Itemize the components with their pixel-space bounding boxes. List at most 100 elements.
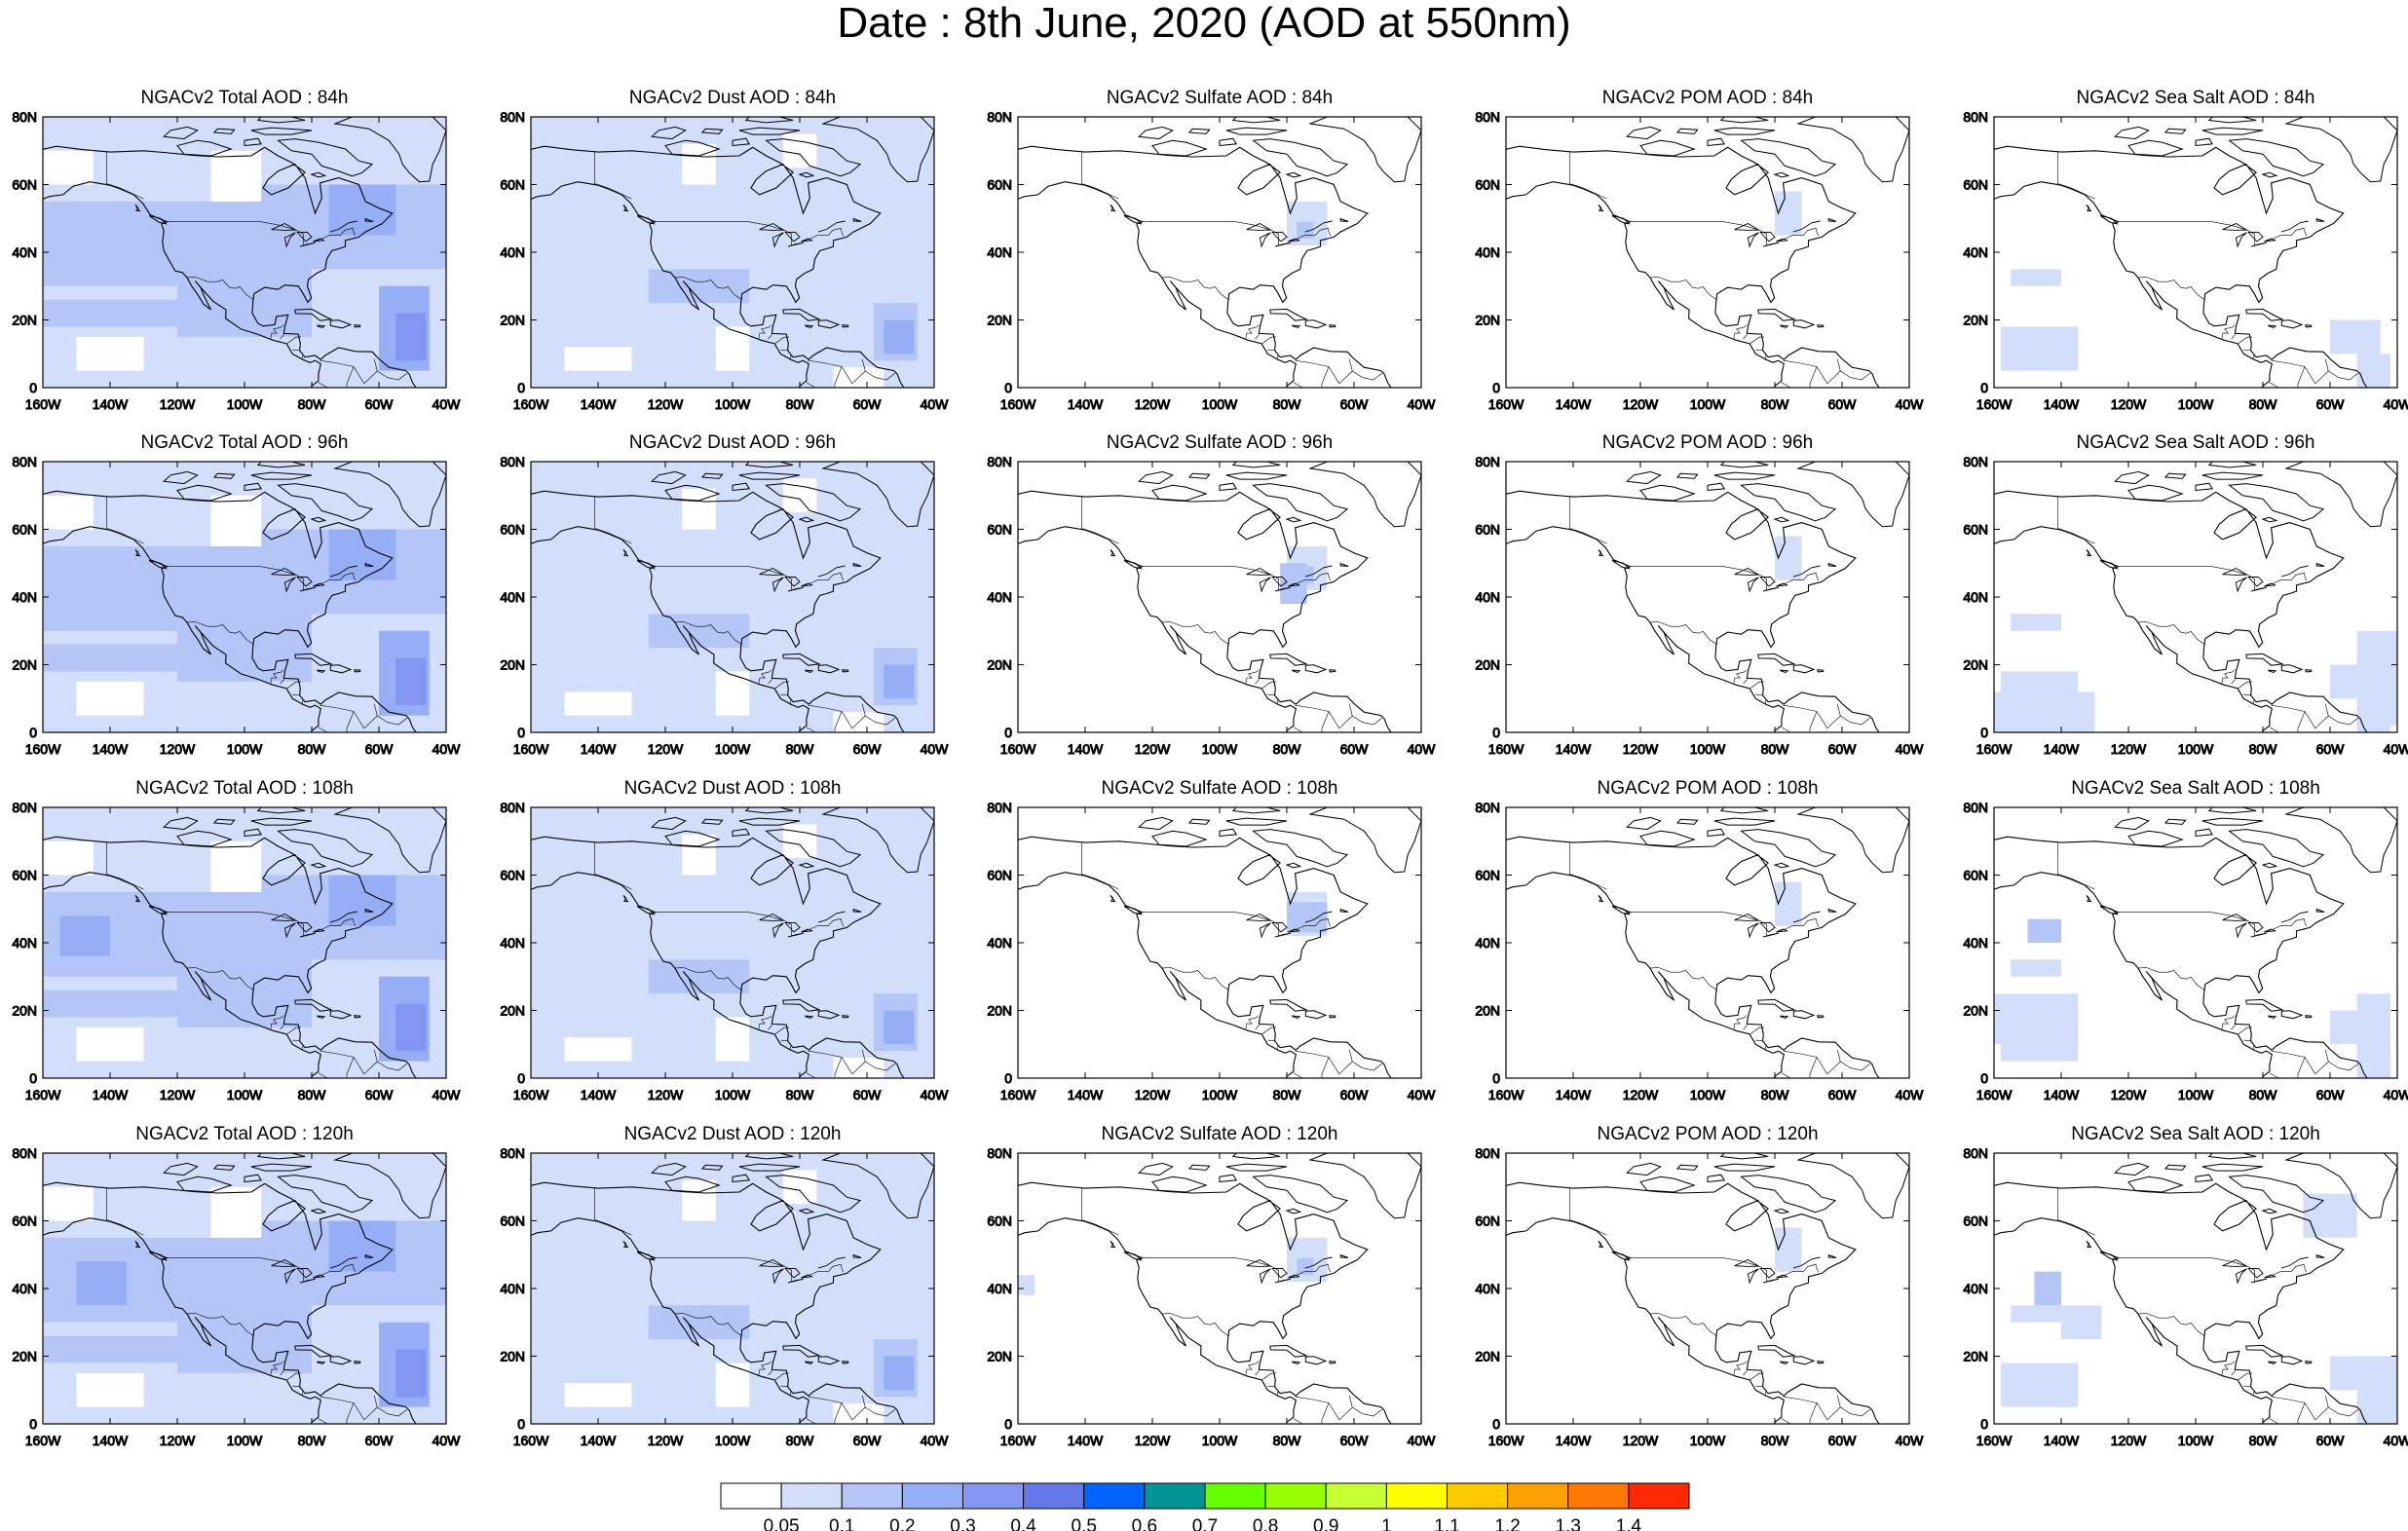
x-tick-label: 60W [853, 741, 883, 757]
colorbar-swatch [1385, 1482, 1448, 1510]
x-tick-label: 160W [25, 1433, 61, 1448]
colorbar-label: 1 [1381, 1516, 1392, 1531]
map-plot: 160W 140W 120W 100W 80W 60W 40W 80N 60N 40N 20N 0 [12, 454, 462, 758]
x-tick-label: 160W [25, 396, 61, 412]
x-tick-label: 60W [1340, 741, 1370, 757]
map-plot: 160W 140W 120W 100W 80W 60W 40W 80N 60N 40N 20N 0 [12, 800, 462, 1103]
y-tick-label: 40N [1963, 244, 1988, 260]
aod-shading [2000, 269, 2391, 388]
x-tick-label: 80W [298, 1087, 327, 1102]
x-tick-label: 120W [648, 1433, 684, 1448]
panel-title: NGACv2 Sulfate AOD : 120h [1101, 1124, 1338, 1144]
x-tick-label: 60W [365, 741, 395, 757]
y-tick-label: 20N [1963, 657, 1988, 673]
x-tick-label: 160W [513, 1087, 549, 1102]
x-tick-label: 120W [1135, 1433, 1171, 1448]
panel-title: NGACv2 Total AOD : 108h [135, 778, 354, 799]
map-plot: 160W 140W 120W 100W 80W 60W 40W 80N 60N 40N 20N 0 [1475, 454, 1925, 758]
map-plot: 160W 140W 120W 100W 80W 60W 40W 80N 60N 40N 20N 0 [12, 1145, 462, 1449]
aod-shading [1994, 918, 2391, 1078]
map-panel: NGACv2 Sulfate AOD : 120h 160W 140W 120W 100… [987, 1124, 1505, 1475]
y-tick-label: 0 [1004, 1416, 1012, 1432]
y-tick-label: 80N [12, 1145, 37, 1161]
colorbar-label: 1.4 [1616, 1516, 1642, 1531]
x-tick-label: 120W [160, 396, 196, 412]
map-plot: 160W 140W 120W 100W 80W 60W 40W 80N 60N 40N 20N 0 [1475, 1145, 1925, 1449]
x-tick-label: 40W [433, 1433, 462, 1448]
x-tick-label: 160W [1488, 396, 1524, 412]
y-tick-label: 60N [987, 177, 1012, 193]
map-plot: 160W 140W 120W 100W 80W 60W 40W 80N 60N 40N 20N 0 [500, 109, 950, 413]
coastlines [1994, 117, 2397, 388]
panel-title: NGACv2 Sea Salt AOD : 84h [2076, 88, 2315, 108]
x-tick-label: 120W [648, 741, 684, 757]
y-tick-label: 20N [987, 1349, 1012, 1364]
aod-shading [43, 117, 446, 388]
x-tick-label: 80W [1761, 741, 1790, 757]
x-tick-label: 160W [513, 396, 549, 412]
panel-title: NGACv2 Dust AOD : 84h [628, 88, 837, 108]
x-tick-label: 120W [2111, 1433, 2147, 1448]
y-tick-label: 20N [1963, 1003, 1988, 1019]
panel-title: NGACv2 Sea Salt AOD : 120h [2071, 1124, 2320, 1144]
x-tick-label: 100W [227, 396, 263, 412]
y-tick-label: 60N [1475, 522, 1500, 538]
x-tick-label: 80W [786, 741, 815, 757]
colorbar-swatch [780, 1482, 843, 1510]
x-tick-label: 120W [2111, 396, 2147, 412]
aod-shading [1775, 536, 1802, 580]
map-panel: NGACv2 POM AOD : 84h 160W 140W 120W 100W 80W 6… [1475, 88, 1993, 438]
coastlines [531, 117, 934, 388]
x-tick-label: 100W [2178, 1087, 2214, 1102]
coastlines [531, 807, 934, 1078]
x-tick-label: 140W [1556, 1433, 1592, 1448]
x-tick-label: 40W [1408, 1087, 1437, 1102]
x-tick-label: 100W [1202, 1433, 1238, 1448]
y-tick-label: 20N [500, 1349, 525, 1364]
colorbar-swatch [1023, 1482, 1085, 1510]
panel-title: NGACv2 Sulfate AOD : 108h [1101, 778, 1338, 799]
x-tick-label: 160W [1976, 741, 2013, 757]
map-plot: 160W 140W 120W 100W 80W 60W 40W 80N 60N 40N 20N 0 [12, 109, 462, 413]
colorbar-label: 1.2 [1494, 1516, 1520, 1531]
y-tick-label: 60N [987, 1214, 1012, 1229]
x-tick-label: 40W [1408, 1433, 1437, 1448]
colorbar-label: 0.05 [764, 1516, 800, 1531]
x-tick-label: 100W [227, 741, 263, 757]
colorbar-label: 0.2 [889, 1516, 915, 1531]
x-tick-label: 60W [853, 396, 883, 412]
x-tick-label: 120W [1623, 1433, 1659, 1448]
colorbar-label: 0.9 [1313, 1516, 1338, 1531]
x-tick-label: 40W [921, 1433, 950, 1448]
x-tick-label: 140W [1068, 741, 1104, 757]
panel-title: NGACv2 Sea Salt AOD : 108h [2071, 778, 2320, 799]
coastlines [1018, 807, 1421, 1078]
colorbar-label: 0.5 [1072, 1516, 1097, 1531]
y-tick-label: 60N [500, 868, 525, 883]
colorbar-swatch [901, 1482, 963, 1510]
x-tick-label: 60W [1340, 1433, 1370, 1448]
y-tick-label: 20N [1963, 313, 1988, 328]
y-tick-label: 40N [1963, 589, 1988, 605]
x-tick-label: 140W [1068, 1433, 1104, 1448]
map-panel: NGACv2 Dust AOD : 120h 160W 140W 120W 100W 80… [500, 1124, 1018, 1475]
y-tick-label: 0 [1980, 725, 1988, 740]
x-tick-label: 140W [93, 1433, 129, 1448]
map-panel: NGACv2 POM AOD : 120h 160W 140W 120W 100W 80W… [1475, 1124, 1993, 1475]
aod-shading [1994, 614, 2397, 732]
y-tick-label: 40N [12, 589, 37, 605]
aod-shading [1775, 1227, 1802, 1272]
x-tick-label: 140W [93, 741, 129, 757]
page-title: Date : 8th June, 2020 (AOD at 550nm) [837, 0, 1571, 47]
x-tick-label: 100W [1202, 396, 1238, 412]
x-tick-label: 40W [921, 1087, 950, 1102]
x-tick-label: 80W [1761, 396, 1790, 412]
y-tick-label: 0 [1492, 1416, 1500, 1432]
y-tick-label: 60N [12, 177, 37, 193]
map-plot: 160W 140W 120W 100W 80W 60W 40W 80N 60N 40N 20N 0 [500, 454, 950, 758]
x-tick-label: 120W [648, 396, 684, 412]
map-panel: NGACv2 Sea Salt AOD : 108h 160W 140W 120W 10… [1963, 778, 2408, 1129]
y-tick-label: 80N [500, 800, 525, 815]
colorbar-label: 0.7 [1192, 1516, 1218, 1531]
